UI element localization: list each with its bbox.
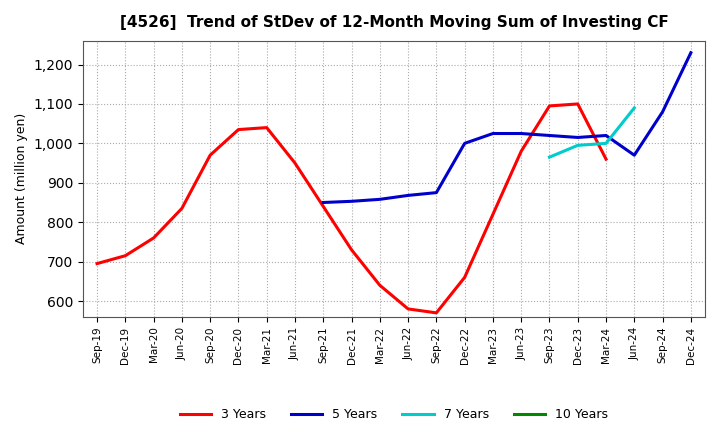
3 Years [432, 310, 441, 315]
3 Years [262, 125, 271, 130]
5 Years [376, 197, 384, 202]
5 Years [517, 131, 526, 136]
Legend: 3 Years, 5 Years, 7 Years, 10 Years: 3 Years, 5 Years, 7 Years, 10 Years [175, 403, 613, 426]
7 Years [630, 105, 639, 110]
3 Years [573, 101, 582, 106]
3 Years [178, 206, 186, 211]
3 Years [376, 282, 384, 288]
3 Years [291, 161, 300, 166]
3 Years [121, 253, 130, 258]
5 Years [489, 131, 498, 136]
3 Years [149, 235, 158, 241]
5 Years [658, 109, 667, 114]
5 Years [404, 193, 413, 198]
Y-axis label: Amount (million yen): Amount (million yen) [15, 113, 28, 245]
3 Years [517, 149, 526, 154]
5 Years [687, 50, 696, 55]
5 Years [319, 200, 328, 205]
3 Years [206, 153, 215, 158]
3 Years [347, 247, 356, 253]
5 Years [573, 135, 582, 140]
5 Years [347, 199, 356, 204]
Line: 5 Years: 5 Years [323, 53, 691, 202]
Title: [4526]  Trend of StDev of 12-Month Moving Sum of Investing CF: [4526] Trend of StDev of 12-Month Moving… [120, 15, 668, 30]
5 Years [432, 190, 441, 195]
7 Years [545, 154, 554, 160]
5 Years [630, 153, 639, 158]
7 Years [573, 143, 582, 148]
Line: 3 Years: 3 Years [97, 104, 606, 313]
5 Years [545, 133, 554, 138]
3 Years [319, 204, 328, 209]
3 Years [404, 306, 413, 312]
5 Years [602, 133, 611, 138]
Line: 7 Years: 7 Years [549, 108, 634, 157]
3 Years [93, 261, 102, 266]
3 Years [545, 103, 554, 109]
3 Years [234, 127, 243, 132]
3 Years [460, 275, 469, 280]
5 Years [460, 141, 469, 146]
3 Years [602, 157, 611, 162]
3 Years [489, 212, 498, 217]
7 Years [602, 141, 611, 146]
